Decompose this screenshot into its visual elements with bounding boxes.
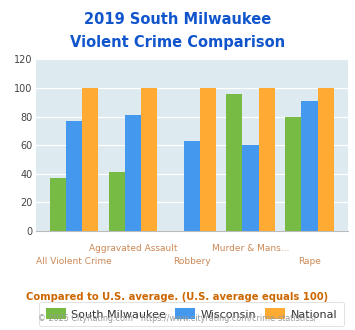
Bar xyxy=(66,121,82,231)
Bar xyxy=(226,94,242,231)
Bar xyxy=(259,88,275,231)
Text: Robbery: Robbery xyxy=(173,257,211,266)
Text: Aggravated Assault: Aggravated Assault xyxy=(89,244,177,253)
Bar xyxy=(200,88,216,231)
Text: 2019 South Milwaukee: 2019 South Milwaukee xyxy=(84,12,271,26)
Bar xyxy=(285,116,301,231)
Bar xyxy=(301,101,317,231)
Bar xyxy=(125,115,141,231)
Text: Compared to U.S. average. (U.S. average equals 100): Compared to U.S. average. (U.S. average … xyxy=(26,292,329,302)
Bar xyxy=(317,88,334,231)
Text: © 2025 CityRating.com - https://www.cityrating.com/crime-statistics/: © 2025 CityRating.com - https://www.city… xyxy=(38,314,317,323)
Text: Rape: Rape xyxy=(298,257,321,266)
Text: Murder & Mans...: Murder & Mans... xyxy=(212,244,289,253)
Bar xyxy=(82,88,98,231)
Text: All Violent Crime: All Violent Crime xyxy=(36,257,112,266)
Bar xyxy=(184,141,200,231)
Bar xyxy=(242,145,259,231)
Bar xyxy=(50,178,66,231)
Text: Violent Crime Comparison: Violent Crime Comparison xyxy=(70,35,285,50)
Bar xyxy=(109,172,125,231)
Legend: South Milwaukee, Wisconsin, National: South Milwaukee, Wisconsin, National xyxy=(39,302,344,326)
Bar xyxy=(141,88,157,231)
